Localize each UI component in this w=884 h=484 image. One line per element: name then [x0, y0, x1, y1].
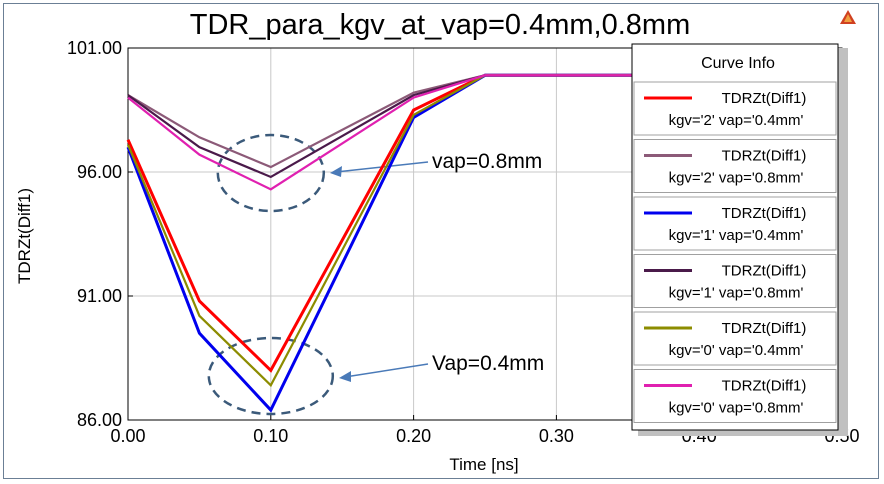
legend-series-params: kgv='2' vap='0.4mm' [669, 112, 804, 129]
legend-title: Curve Info [701, 55, 775, 72]
y-tick-label: 96.00 [77, 162, 122, 182]
legend-entry [633, 139, 837, 193]
annotation-vap-0-4: Vap=0.4mm [432, 352, 544, 375]
legend-entry [633, 254, 837, 308]
arrowhead-icon [339, 371, 351, 382]
legend-series-params: kgv='1' vap='0.4mm' [669, 227, 804, 244]
legend-entry [633, 311, 837, 366]
annotation-shapes [207, 133, 429, 416]
legend-entry [633, 81, 837, 136]
series-group [126, 73, 842, 413]
annotation-vap-0-8: vap=0.8mm [432, 150, 542, 173]
arrowhead-icon [330, 166, 342, 177]
x-axis-label: Time [ns] [449, 455, 518, 474]
corner-logo-icon [840, 10, 856, 24]
x-tick-label: 0.20 [396, 426, 431, 446]
series-line-6 [127, 74, 842, 191]
legend-series-name: TDRZt(Diff1) [722, 90, 807, 107]
y-tick-label: 91.00 [77, 286, 122, 306]
annotation-arrow-lower [344, 363, 429, 378]
legend-series-params: kgv='0' vap='0.4mm' [669, 342, 804, 359]
annotation-ellipse-upper [216, 133, 326, 213]
legend-series-params: kgv='2' vap='0.8mm' [669, 170, 804, 187]
legend-entry [633, 196, 837, 251]
annotation-ellipse-lower [207, 336, 335, 416]
y-axis-label: TDRZt(Diff1) [15, 188, 34, 284]
legend: Curve Info TDRZt(Diff1) kgv='2' vap='0.4m… [631, 43, 848, 436]
y-tick-label: 101.00 [67, 38, 122, 58]
legend-entry [633, 369, 837, 423]
x-tick-label: 0.00 [110, 426, 145, 446]
legend-series-name: TDRZt(Diff1) [722, 148, 807, 165]
legend-series-name: TDRZt(Diff1) [722, 378, 807, 395]
x-tick-label: 0.30 [539, 426, 574, 446]
x-tick-label: 0.10 [253, 426, 288, 446]
legend-series-params: kgv='1' vap='0.8mm' [669, 285, 804, 302]
chart-title: TDR_para_kgv_at_vap=0.4mm,0.8mm [190, 9, 690, 41]
legend-series-name: TDRZt(Diff1) [722, 263, 807, 280]
legend-series-name: TDRZt(Diff1) [722, 205, 807, 222]
y-tick-label: 86.00 [77, 410, 122, 430]
legend-series-name: TDRZt(Diff1) [722, 320, 807, 337]
legend-series-params: kgv='0' vap='0.8mm' [669, 400, 804, 417]
